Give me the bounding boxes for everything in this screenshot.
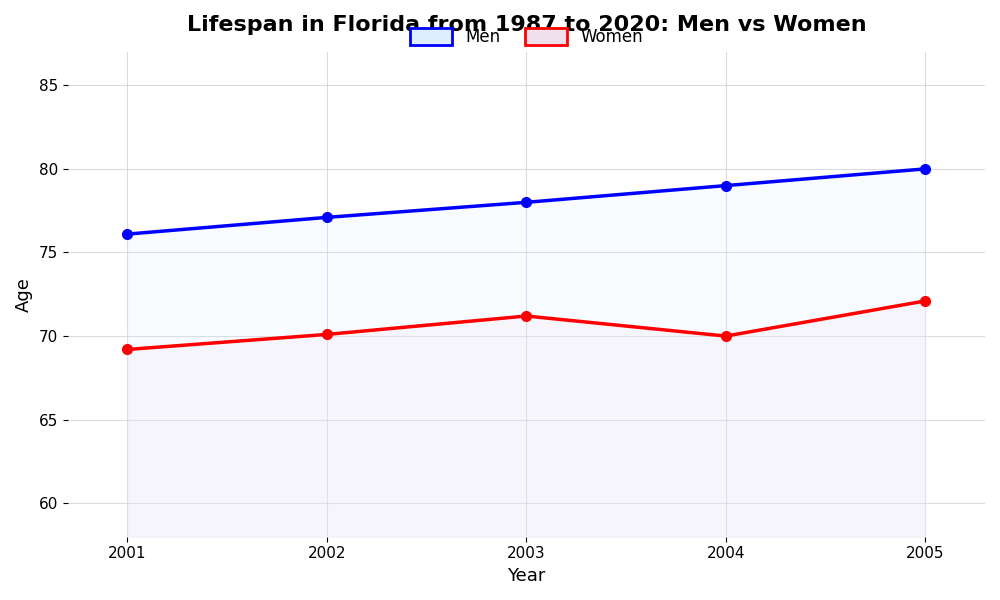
Legend: Men, Women: Men, Women [403, 22, 649, 53]
Title: Lifespan in Florida from 1987 to 2020: Men vs Women: Lifespan in Florida from 1987 to 2020: M… [187, 15, 866, 35]
Y-axis label: Age: Age [15, 277, 33, 312]
X-axis label: Year: Year [507, 567, 546, 585]
